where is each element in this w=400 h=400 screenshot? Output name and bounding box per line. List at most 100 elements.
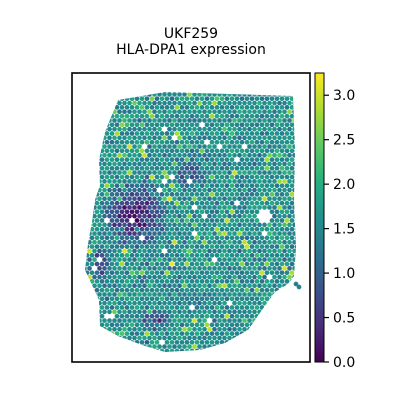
expression-spot xyxy=(224,174,230,180)
expression-spot xyxy=(294,131,296,136)
expression-spot xyxy=(197,283,202,289)
expression-spot xyxy=(264,131,270,136)
expression-spot xyxy=(167,239,172,245)
expression-spot xyxy=(142,239,147,245)
expression-spot xyxy=(124,96,130,102)
expression-spot xyxy=(92,170,97,175)
expression-spot xyxy=(229,157,235,162)
expression-spot xyxy=(214,261,220,267)
expression-spot xyxy=(179,209,185,215)
expression-spot xyxy=(162,161,167,167)
expression-spot xyxy=(217,187,222,193)
expression-spot xyxy=(184,131,190,136)
expression-spot xyxy=(187,266,192,271)
expression-spot xyxy=(157,300,162,306)
expression-spot xyxy=(217,152,222,158)
expression-spot xyxy=(124,174,130,180)
expression-spot xyxy=(209,200,215,206)
expression-spot xyxy=(149,200,155,206)
expression-spot xyxy=(284,235,290,241)
expression-spot xyxy=(209,261,215,267)
expression-spot xyxy=(267,152,272,158)
expression-spot xyxy=(164,218,170,223)
expression-spot xyxy=(149,226,155,232)
expression-spot xyxy=(284,105,290,110)
expression-spot xyxy=(167,126,172,132)
expression-spot xyxy=(214,226,220,232)
expression-spot xyxy=(182,187,187,193)
expression-spot xyxy=(85,170,87,175)
expression-spot xyxy=(80,279,85,284)
expression-spot xyxy=(269,113,275,119)
expression-spot xyxy=(292,318,296,323)
expression-spot xyxy=(247,283,252,289)
expression-spot xyxy=(264,200,270,206)
expression-spot xyxy=(104,209,110,215)
expression-spot xyxy=(224,148,230,154)
expression-spot xyxy=(229,192,235,197)
expression-spot xyxy=(207,213,212,219)
expression-spot xyxy=(267,300,272,306)
expression-spot xyxy=(252,283,257,289)
expression-spot xyxy=(85,326,87,332)
expression-spot xyxy=(289,305,295,310)
expression-spot xyxy=(169,270,175,276)
expression-spot xyxy=(199,96,205,102)
expression-spot xyxy=(162,335,167,341)
expression-spot xyxy=(269,226,275,232)
expression-spot xyxy=(117,187,122,193)
expression-spot xyxy=(272,309,277,315)
expression-spot xyxy=(222,161,227,167)
expression-spot xyxy=(209,174,215,180)
expression-spot xyxy=(214,244,220,249)
expression-spot xyxy=(249,279,255,284)
expression-spot xyxy=(192,109,197,115)
expression-spot xyxy=(289,339,295,345)
expression-spot xyxy=(122,179,127,184)
expression-spot xyxy=(144,270,150,276)
expression-spot xyxy=(202,205,207,210)
expression-spot xyxy=(249,218,255,223)
expression-spot xyxy=(189,226,195,232)
expression-spot xyxy=(249,244,255,249)
expression-spot xyxy=(132,170,137,175)
expression-spot xyxy=(162,222,167,228)
expression-spot xyxy=(159,209,165,215)
expression-spot xyxy=(149,244,155,249)
expression-spot xyxy=(92,283,97,289)
expression-spot xyxy=(237,144,242,149)
expression-spot xyxy=(182,335,187,341)
expression-spot xyxy=(294,122,296,128)
expression-spot xyxy=(97,109,102,115)
expression-spot xyxy=(187,135,192,141)
expression-spot xyxy=(167,344,172,349)
expression-spot xyxy=(217,292,222,297)
expression-spot xyxy=(207,326,212,332)
expression-spot xyxy=(182,231,187,236)
expression-spot xyxy=(147,109,152,115)
expression-spot xyxy=(162,92,167,97)
expression-spot xyxy=(212,239,217,245)
expression-spot xyxy=(214,105,220,110)
expression-spot xyxy=(129,174,135,180)
expression-spot xyxy=(184,279,190,284)
expression-spot xyxy=(292,300,296,306)
expression-spot xyxy=(149,270,155,276)
expression-spot xyxy=(162,344,167,349)
expression-spot xyxy=(194,96,200,102)
expression-spot xyxy=(157,326,162,332)
expression-spot xyxy=(194,279,200,284)
expression-spot xyxy=(242,292,247,297)
expression-spot xyxy=(169,339,175,345)
expression-spot xyxy=(109,139,115,145)
expression-spot xyxy=(297,153,302,158)
expression-spot xyxy=(254,226,260,232)
expression-spot xyxy=(259,339,265,345)
expression-spot xyxy=(169,105,175,110)
expression-spot xyxy=(169,148,175,154)
expression-spot xyxy=(227,170,232,175)
expression-spot xyxy=(227,152,232,158)
expression-spot xyxy=(94,200,100,206)
expression-spot xyxy=(254,244,260,249)
expression-spot xyxy=(104,192,110,197)
